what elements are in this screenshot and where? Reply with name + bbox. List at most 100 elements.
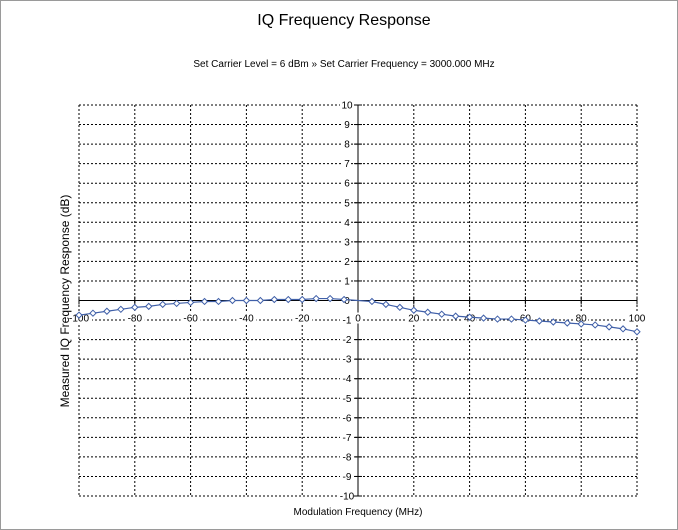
data-point-marker bbox=[396, 303, 404, 312]
data-point-marker bbox=[465, 313, 474, 321]
y-tick-bg bbox=[343, 178, 351, 189]
data-point-marker bbox=[145, 302, 153, 311]
x-tick-label: -100 bbox=[69, 314, 89, 325]
y-tick-label: 8 bbox=[344, 140, 350, 151]
y-tick-label: -10 bbox=[340, 492, 355, 503]
x-axis-label: Modulation Frequency (MHz) bbox=[294, 507, 423, 518]
y-tick-bg bbox=[343, 119, 351, 130]
x-tick-bg bbox=[124, 312, 145, 324]
data-point-marker bbox=[382, 300, 390, 309]
y-tick-bg bbox=[340, 471, 354, 482]
x-tick-label: -60 bbox=[183, 314, 198, 325]
y-tick-label: 1 bbox=[344, 276, 350, 287]
series-group bbox=[75, 294, 641, 336]
data-point-marker bbox=[437, 310, 446, 318]
data-point-marker bbox=[228, 296, 237, 305]
y-tick-bg bbox=[343, 197, 351, 208]
data-point-marker bbox=[619, 325, 627, 333]
y-tick-bg bbox=[337, 491, 357, 501]
chart-subtitle: Set Carrier Level = 6 dBm » Set Carrier … bbox=[193, 59, 494, 70]
y-tick-label: 5 bbox=[344, 198, 350, 209]
x-tick-label: 20 bbox=[408, 314, 420, 325]
data-point-marker bbox=[326, 294, 334, 303]
x-tick-bg bbox=[236, 312, 257, 324]
y-tick-label: -2 bbox=[343, 335, 352, 346]
x-tick-label: 80 bbox=[576, 314, 588, 325]
data-point-marker bbox=[493, 315, 502, 323]
y-tick-bg bbox=[343, 295, 351, 306]
data-point-marker bbox=[410, 306, 418, 314]
data-point-marker bbox=[242, 296, 251, 305]
data-point-marker bbox=[479, 314, 488, 322]
data-point-marker bbox=[117, 305, 125, 314]
data-point-marker bbox=[577, 320, 585, 328]
y-tick-bg bbox=[340, 451, 354, 462]
data-point-marker bbox=[172, 299, 181, 308]
y-tick-bg bbox=[343, 256, 351, 267]
grid bbox=[78, 104, 638, 497]
data-point-marker bbox=[549, 318, 558, 326]
y-tick-bg bbox=[343, 217, 351, 228]
chart-title: IQ Frequency Response bbox=[257, 12, 431, 29]
y-tick-label: 7 bbox=[344, 159, 350, 170]
data-point-marker bbox=[89, 309, 97, 317]
x-tick-label: -40 bbox=[239, 314, 254, 325]
y-tick-bg bbox=[343, 158, 351, 169]
y-tick-bg bbox=[340, 412, 354, 423]
y-tick-label: -8 bbox=[343, 452, 352, 463]
x-tick-bg bbox=[406, 312, 421, 324]
data-point-marker bbox=[214, 297, 223, 306]
y-tick-bg bbox=[340, 373, 354, 384]
y-tick-label: -3 bbox=[343, 355, 352, 366]
x-tick-label: -20 bbox=[295, 314, 310, 325]
y-tick-label: 6 bbox=[344, 179, 350, 190]
y-tick-label: -9 bbox=[343, 472, 352, 483]
y-tick-bg bbox=[340, 354, 354, 365]
x-tick-label: -80 bbox=[128, 314, 143, 325]
y-tick-bg bbox=[340, 334, 354, 345]
y-tick-label: 3 bbox=[344, 237, 350, 248]
y-tick-bg bbox=[343, 236, 351, 247]
y-tick-label: -6 bbox=[343, 413, 352, 424]
y-tick-label: -7 bbox=[343, 433, 352, 444]
data-point-marker bbox=[158, 300, 167, 309]
x-tick-bg bbox=[627, 312, 647, 324]
data-point-marker bbox=[270, 295, 279, 304]
data-point-marker bbox=[563, 319, 571, 327]
data-point-marker bbox=[451, 312, 460, 320]
data-point-marker bbox=[633, 328, 641, 336]
data-point-marker bbox=[75, 311, 83, 319]
data-point-marker bbox=[103, 307, 111, 315]
y-tick-label: -5 bbox=[343, 394, 352, 405]
y-tick-bg bbox=[343, 139, 351, 150]
data-point-marker bbox=[605, 323, 613, 331]
data-point-marker bbox=[535, 317, 544, 325]
x-tick-label: 0 bbox=[355, 314, 361, 325]
data-point-marker bbox=[340, 295, 348, 304]
y-tick-label: 2 bbox=[344, 257, 350, 268]
y-tick-bg bbox=[340, 393, 354, 404]
x-tick-bg bbox=[292, 312, 313, 324]
data-point-marker bbox=[131, 303, 139, 312]
y-tick-label: 9 bbox=[344, 120, 350, 131]
y-tick-bg bbox=[340, 100, 354, 110]
data-point-marker bbox=[521, 316, 530, 324]
y-tick-bg bbox=[343, 275, 351, 286]
data-point-marker bbox=[284, 295, 292, 304]
data-point-marker bbox=[298, 295, 306, 304]
y-tick-bg bbox=[340, 432, 354, 443]
data-point-marker bbox=[507, 315, 516, 323]
x-tick-bg bbox=[180, 312, 201, 324]
y-tick-label: 10 bbox=[341, 101, 353, 112]
y-tick-label: 4 bbox=[344, 218, 350, 229]
x-tick-bg bbox=[354, 312, 362, 324]
data-point-marker bbox=[312, 294, 320, 303]
data-point-marker bbox=[368, 297, 376, 306]
y-tick-label: 0 bbox=[344, 296, 350, 307]
y-tick-label: -4 bbox=[343, 374, 352, 385]
series-line bbox=[78, 297, 638, 333]
data-point-marker bbox=[424, 308, 432, 316]
